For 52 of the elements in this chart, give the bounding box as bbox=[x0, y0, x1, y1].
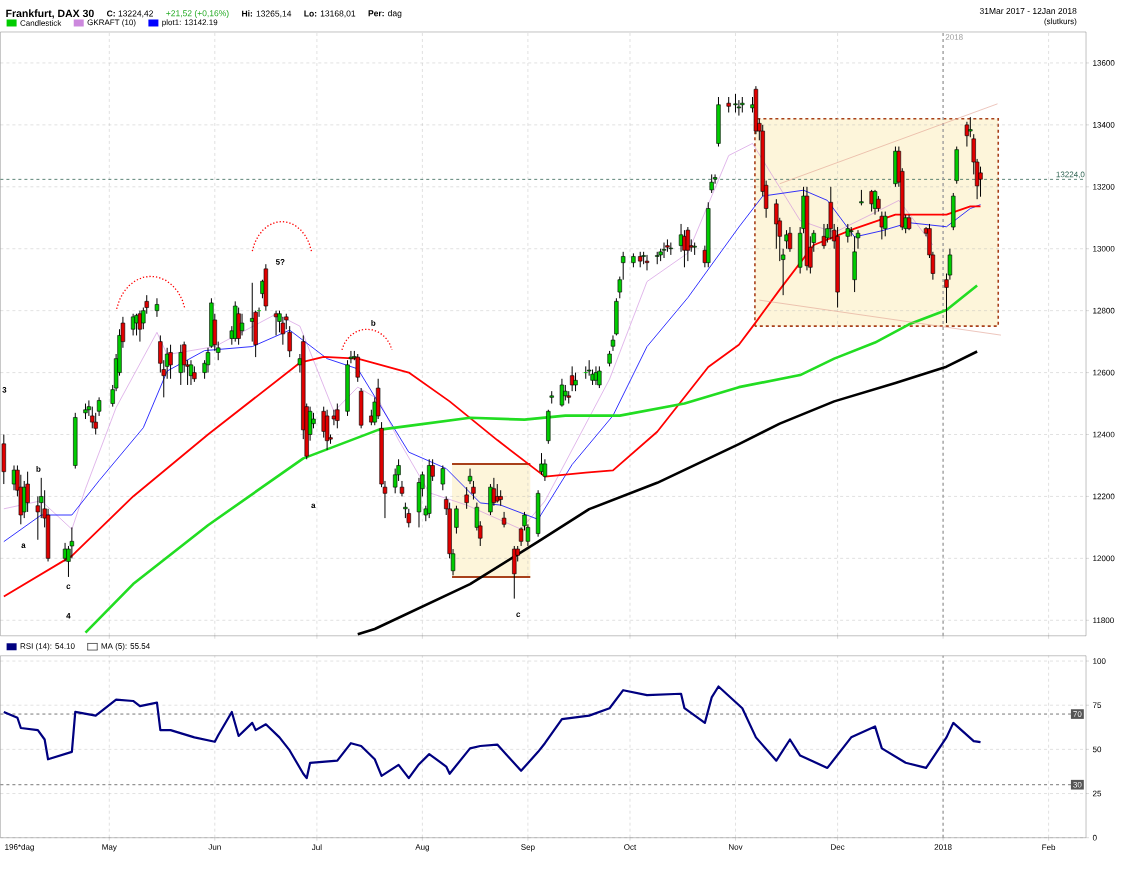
x-tick-label: Nov bbox=[729, 844, 743, 850]
annotation: c bbox=[516, 612, 521, 618]
y-tick-label: 12200 bbox=[1093, 493, 1115, 500]
y-tick-label: 11800 bbox=[1093, 617, 1114, 624]
y-tick-label: 25 bbox=[1092, 790, 1102, 797]
y-tick-label: 50 bbox=[1092, 746, 1102, 753]
text: C: 13224,42 bbox=[107, 10, 153, 18]
x-tick-label: 2018 bbox=[934, 844, 952, 851]
text: MA (5): 55.54 bbox=[101, 643, 150, 651]
x-tick-label: Feb bbox=[1042, 844, 1056, 851]
legend-label: Candlestick bbox=[20, 20, 62, 27]
y-tick-label: 12000 bbox=[1093, 555, 1115, 562]
y-tick-label: 12600 bbox=[1093, 369, 1115, 376]
x-tick-label: May bbox=[102, 844, 117, 852]
ref-line-label: 70 bbox=[1073, 711, 1082, 718]
y-tick-label: 13600 bbox=[1093, 60, 1115, 66]
text: (slutkurs) bbox=[1044, 18, 1077, 26]
y-tick-label: 12800 bbox=[1093, 307, 1115, 314]
x-tick-label: Dec bbox=[831, 844, 845, 850]
legend-label: plot1: 13142.19 bbox=[162, 19, 218, 27]
legend-label: GKRAFT (10) bbox=[87, 19, 136, 27]
y-tick-label: 75 bbox=[1092, 702, 1102, 709]
ref-line-label: 2018 bbox=[945, 34, 963, 40]
annotation: 4 bbox=[66, 613, 71, 619]
chart-subtitle: 31Mar 2017 - 12Jan 2018 bbox=[979, 8, 1077, 15]
legend-label: RSI (14): 54.10 bbox=[20, 643, 75, 651]
text: Hi: 13265,14 bbox=[242, 10, 292, 18]
chart-title: Frankfurt, DAX 30 bbox=[6, 9, 94, 19]
ref-line-label: 30 bbox=[1073, 782, 1082, 788]
x-tick-label: Jul bbox=[311, 844, 322, 851]
annotation: a bbox=[311, 503, 316, 509]
y-tick-label: 100 bbox=[1093, 658, 1106, 665]
x-tick-label: Aug bbox=[415, 844, 429, 852]
text: Per: dag bbox=[368, 10, 402, 19]
x-tick-label: Jun bbox=[208, 844, 221, 850]
y-tick-label: 0 bbox=[1092, 835, 1097, 841]
annotation: a bbox=[21, 543, 26, 549]
text: +21,52 (+0,16%) bbox=[166, 10, 229, 19]
x-axis-title: 196*dag bbox=[5, 844, 34, 852]
y-tick-label: 13200 bbox=[1093, 184, 1115, 190]
annotation: 3 bbox=[2, 387, 7, 393]
annotation: b bbox=[36, 466, 41, 472]
x-tick-label: Oct bbox=[624, 844, 637, 851]
y-tick-label: 13000 bbox=[1093, 246, 1115, 252]
x-tick-label: Sep bbox=[521, 844, 535, 852]
y-tick-label: 12400 bbox=[1093, 431, 1115, 438]
annotation: 5? bbox=[275, 259, 285, 265]
y-tick-label: 13400 bbox=[1093, 122, 1115, 128]
text: Lo: 13168,01 bbox=[304, 10, 356, 18]
annotation: b bbox=[371, 320, 376, 326]
annotation: c bbox=[66, 584, 71, 590]
ref-line-label: 13224,0 bbox=[1056, 171, 1085, 179]
